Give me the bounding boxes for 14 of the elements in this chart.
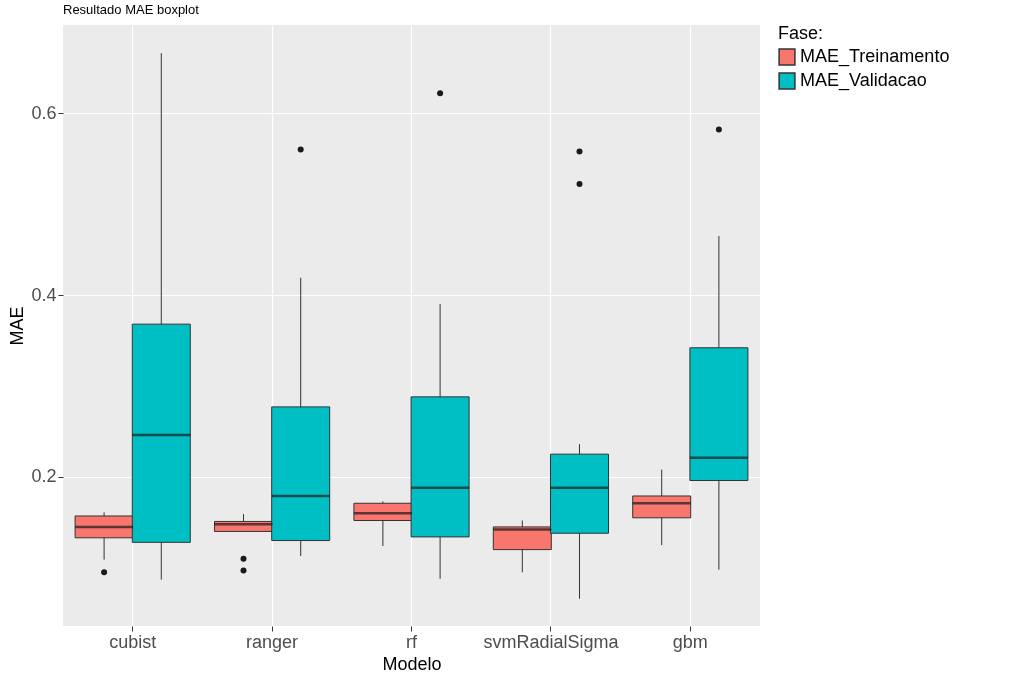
y-tick-label: 0.6 — [31, 102, 57, 123]
legend-title: Fase: — [778, 23, 824, 43]
y-axis-title: MAE — [7, 306, 28, 346]
x-tick-label: gbm — [672, 631, 708, 652]
x-tick-label: cubist — [109, 631, 157, 652]
x-axis-title: Modelo — [382, 653, 442, 674]
x-tick-label: ranger — [246, 631, 299, 652]
y-tick-label: 0.4 — [31, 284, 57, 305]
y-tick-label: 0.2 — [31, 466, 57, 487]
legend-label: MAE_Validacao — [800, 70, 927, 91]
x-tick-label: svmRadialSigma — [483, 631, 620, 652]
legend-label: MAE_Treinamento — [800, 46, 950, 67]
x-tick-label: rf — [406, 631, 418, 652]
chart-title: Resultado MAE boxplot — [63, 2, 200, 17]
